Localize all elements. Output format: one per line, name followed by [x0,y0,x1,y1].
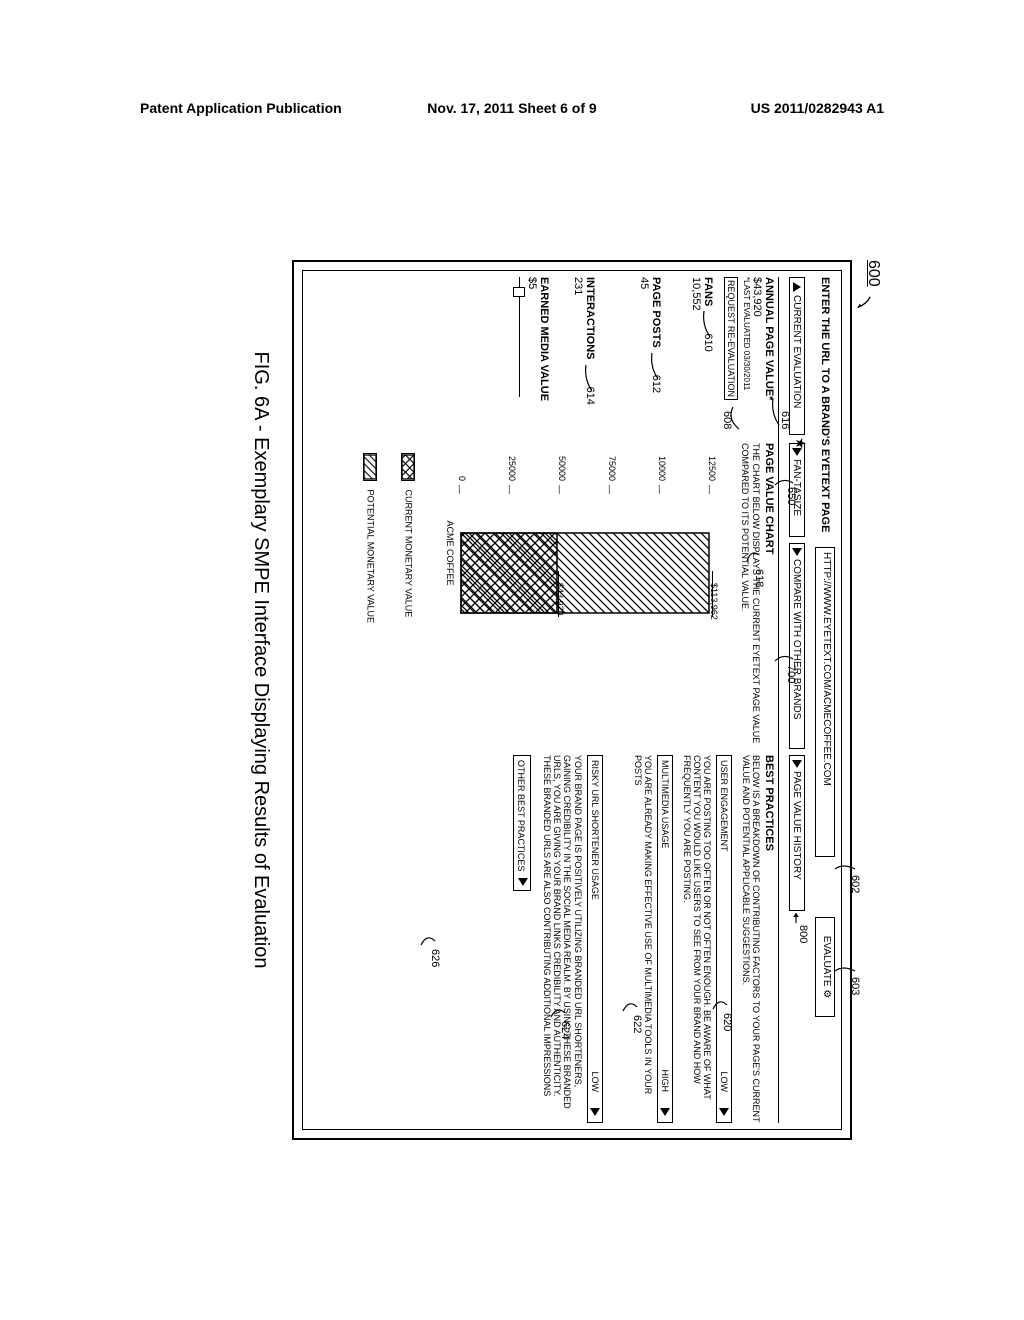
callout-610: 610 [702,333,714,351]
inner-panel: ENTER THE URL TO A BRAND'S EYETEXT PAGE … [302,270,842,1130]
leader-line [712,571,713,617]
url-label: ENTER THE URL TO A BRAND'S EYETEXT PAGE [819,277,831,532]
triangle-right-icon [792,548,802,556]
callout-616: 616 [779,411,791,429]
metric-name: USER ENGAGEMENT [719,760,729,852]
metric-desc-engagement: YOU ARE POSTING TOO OFTEN OR NOT OFTEN E… [681,755,712,1123]
middle-column: PAGE VALUE CHART 650 700 THE CHART BELOW… [309,443,775,749]
other-best-practices-label: OTHER BEST PRACTICES [516,760,526,871]
outer-window-frame: ENTER THE URL TO A BRAND'S EYETEXT PAGE … [292,260,852,1140]
callout-622: 622 [631,1015,643,1033]
interactions-stat: INTERACTIONS 614 231 [572,277,596,435]
columns: ANNUAL PAGE VALUE* $43,920 *LAST EVALUAT… [309,277,775,1123]
fans-stat: FANS 610 10,552 [690,277,714,435]
bar-chart: 12500 10000 75000 50000 25000 0 — — — — … [425,443,725,743]
metric-value: LOW [719,1071,729,1092]
metric-multimedia[interactable]: MULTIMEDIA USAGE HIGH [657,755,673,1123]
callout-700: 700 [785,665,797,683]
figure-rotated-wrap: 600 ENTER THE URL TO A BRAND'S EYETEXT P… [142,160,882,1160]
callout-602: 602 [849,875,861,893]
metric-user-engagement[interactable]: USER ENGAGEMENT LOW [716,755,732,1123]
callout-612: 612 [650,375,662,393]
slider-thumb[interactable] [513,287,525,297]
emv-slider[interactable] [519,277,520,435]
x-axis-label: ACME COFFEE [445,503,455,603]
emv-label: EARNED MEDIA VALUE [538,277,550,435]
callout-603: 603 [849,977,861,995]
callout-614: 614 [584,387,596,405]
best-practices-title: BEST PRACTICES [763,755,775,1123]
metric-desc-url: YOUR BRAND PAGE IS POSITIVELY UTILIZING … [541,755,582,1123]
fans-label: FANS [702,277,714,306]
emv-stat: EARNED MEDIA VALUE 616 $5 [519,277,550,435]
ytick: 25000 [507,441,517,481]
metric-desc-multimedia: YOU ARE ALREADY MAKING EFFECTIVE USE OF … [633,755,654,1123]
bar-label-current: $43,920 [555,583,565,616]
ytick: 10000 [657,441,667,481]
legend-current: CURRENT MONETARY VALUE [401,453,415,743]
callout-800: 800 [797,925,809,943]
tab-history[interactable]: PAGE VALUE HISTORY [789,755,805,911]
metric-value: HIGH [660,1070,670,1093]
arrow-icon [854,295,872,313]
metric-value: LOW [590,1071,600,1092]
request-reevaluation-button[interactable]: REQUEST RE-EVALUATION [724,277,738,400]
bar-label-potential: $113,962 [709,583,719,620]
triangle-right-icon [719,1108,729,1116]
legend-current-label: CURRENT MONETARY VALUE [404,490,414,618]
ytick: 75000 [607,441,617,481]
legend-swatch-potential [363,453,377,481]
triangle-right-icon [660,1108,670,1116]
evaluate-button-label: EVALUATE [821,936,832,987]
callout-618: 618 [753,569,765,587]
chart-bars [455,493,725,743]
triangle-icon [793,282,801,292]
interactions-value: 231 [572,277,584,435]
tab-label: PAGE VALUE HISTORY [791,771,802,880]
evaluate-button[interactable]: EVALUATE ⚙ [815,917,835,1017]
metric-name: MULTIMEDIA USAGE [660,760,670,848]
page: Patent Application Publication Nov. 17, … [0,0,1024,1320]
right-column: BEST PRACTICES BELOW IS A BREAKDOWN OF C… [309,755,775,1123]
tab-current-evaluation[interactable]: CURRENT EVALUATION [789,277,805,435]
callout-624: 624 [559,1021,571,1039]
slider-track [519,277,520,397]
left-column: ANNUAL PAGE VALUE* $43,920 *LAST EVALUAT… [309,277,775,435]
tab-compare[interactable]: COMPARE WITH OTHER BRANDS [789,543,805,749]
tab-label: CURRENT EVALUATION [791,295,802,408]
emv-value: $5 [526,277,538,289]
callout-608: 608 [721,411,733,429]
annual-page-value: $43,920 [751,277,763,435]
chart-subtitle: THE CHART BELOW DISPLAYS THE CURRENT EYE… [739,443,761,749]
leader-line [558,571,559,617]
triangle-right-icon [590,1108,600,1116]
ytick: 0 [457,441,467,481]
ytick: 50000 [557,441,567,481]
fans-value: 10,552 [690,277,702,435]
page-posts-label: PAGE POSTS [650,277,662,348]
metric-name: RISKY URL SHORTENER USAGE [590,760,600,900]
legend-potential-label: POTENTIAL MONETARY VALUE [366,490,376,624]
interactions-label: INTERACTIONS [584,277,596,360]
header-right: US 2011/0282943 A1 [751,100,884,116]
triangle-right-icon [792,760,802,768]
tab-label: COMPARE WITH OTHER BRANDS [791,559,802,719]
reference-600: 600 [864,260,882,287]
triangle-right-icon [518,878,528,886]
other-best-practices-button[interactable]: OTHER BEST PRACTICES [513,755,531,891]
triangle-right-icon [792,448,802,456]
best-practices-sub: BELOW IS A BREAKDOWN OF CONTRIBUTING FAC… [740,755,761,1123]
url-input[interactable]: HTTP://WWW.EYETEXT.COM/ACMECOFFEE.COM [815,547,835,857]
callout-626: 626 [429,949,441,967]
gear-icon: ⚙ [821,989,832,998]
legend-swatch-current [401,453,415,481]
tabs-row: CURRENT EVALUATION ★ FAN-TASIZE COMPARE … [781,277,805,1123]
figure-caption: FIG. 6A - Exemplary SMPE Interface Displ… [249,160,272,1160]
legend-potential: POTENTIAL MONETARY VALUE [363,453,377,743]
callout-650: 650 [785,487,797,505]
page-posts-stat: PAGE POSTS 612 45 [638,277,662,435]
metric-url-shortener[interactable]: RISKY URL SHORTENER USAGE LOW [587,755,603,1123]
url-row: ENTER THE URL TO A BRAND'S EYETEXT PAGE … [807,277,835,1123]
ytick: 12500 [707,441,717,481]
